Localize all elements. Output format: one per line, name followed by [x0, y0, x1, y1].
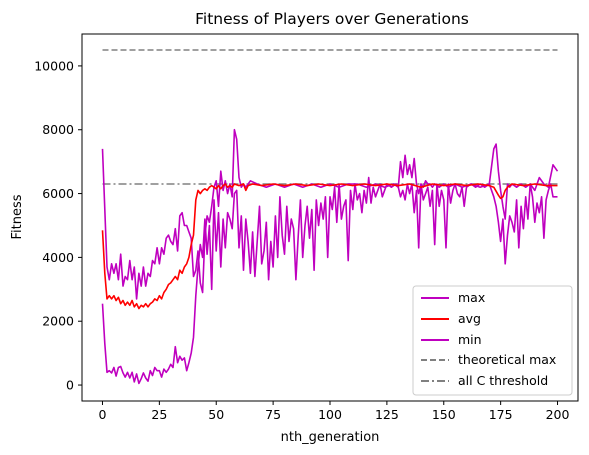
x-axis-label: nth_generation [281, 430, 380, 445]
y-axis-label: Fitness [10, 194, 25, 239]
x-tick-label: 75 [265, 407, 281, 422]
x-tick-label: 175 [489, 407, 513, 422]
legend-label-min: min [458, 332, 482, 347]
x-tick-label: 125 [375, 407, 399, 422]
legend-label-theoretical-max: theoretical max [458, 352, 556, 367]
x-tick-label: 50 [208, 407, 224, 422]
legend-label-all-c-threshold: all C threshold [458, 373, 548, 388]
x-tick-label: 0 [99, 407, 107, 422]
x-tick-label: 100 [318, 407, 342, 422]
y-tick-label: 10000 [34, 58, 74, 73]
x-tick-label: 150 [432, 407, 456, 422]
y-axis: 0 2000 4000 6000 8000 10000 [34, 58, 82, 393]
legend-label-max: max [458, 290, 485, 305]
legend-label-avg: avg [458, 311, 481, 326]
y-tick-label: 6000 [42, 186, 74, 201]
x-tick-label: 25 [151, 407, 167, 422]
y-tick-label: 0 [66, 378, 74, 393]
series-line-avg [101, 183, 558, 310]
x-tick-label: 200 [546, 407, 570, 422]
y-tick-label: 2000 [42, 314, 74, 329]
y-tick-label: 8000 [42, 122, 74, 137]
x-axis: 0 25 50 75 100 125 150 175 200 [99, 401, 570, 422]
legend-box [412, 285, 573, 396]
plot-lines-group [101, 49, 559, 385]
y-tick-label: 4000 [42, 250, 74, 265]
chart-title: Fitness of Players over Generations [195, 10, 469, 28]
legend: max avg min theoretical max all C thresh… [412, 285, 573, 396]
